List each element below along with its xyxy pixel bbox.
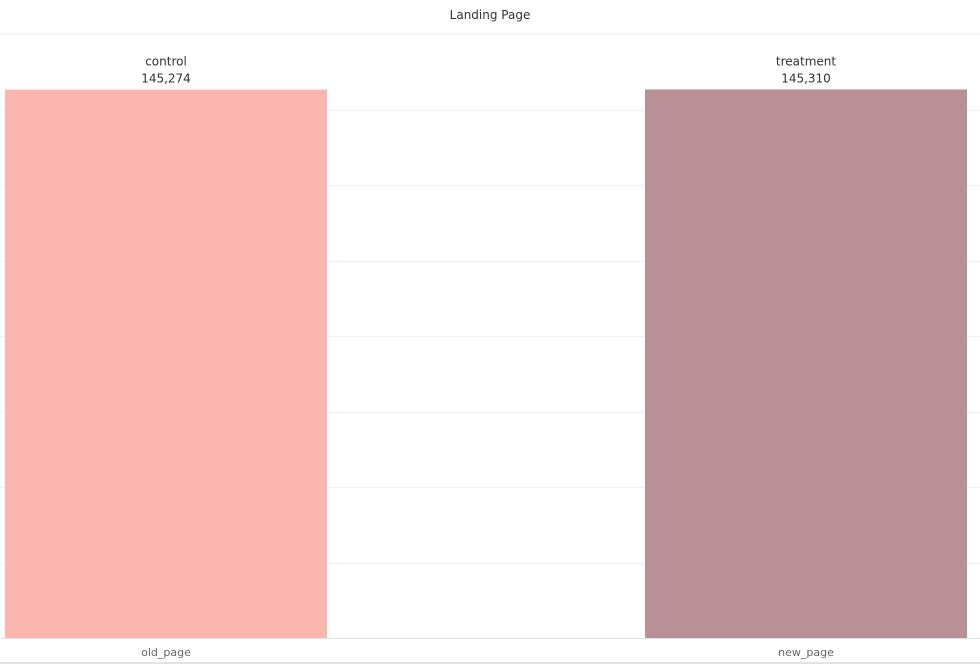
value-label: 145,310	[781, 71, 831, 85]
group-label: control	[145, 55, 187, 69]
bar-new-page[interactable]	[645, 89, 967, 638]
bar-old-page[interactable]	[5, 89, 327, 639]
x-axis-ticks: old_page new_page	[141, 646, 834, 659]
x-tick-label: new_page	[778, 646, 834, 659]
chart-title: Landing Page	[449, 8, 531, 22]
value-label: 145,274	[141, 72, 191, 86]
x-tick-label: old_page	[141, 646, 191, 659]
group-label: treatment	[776, 54, 836, 68]
bar-labels: control 145,274 treatment 145,310	[141, 54, 836, 85]
bars	[5, 89, 967, 639]
